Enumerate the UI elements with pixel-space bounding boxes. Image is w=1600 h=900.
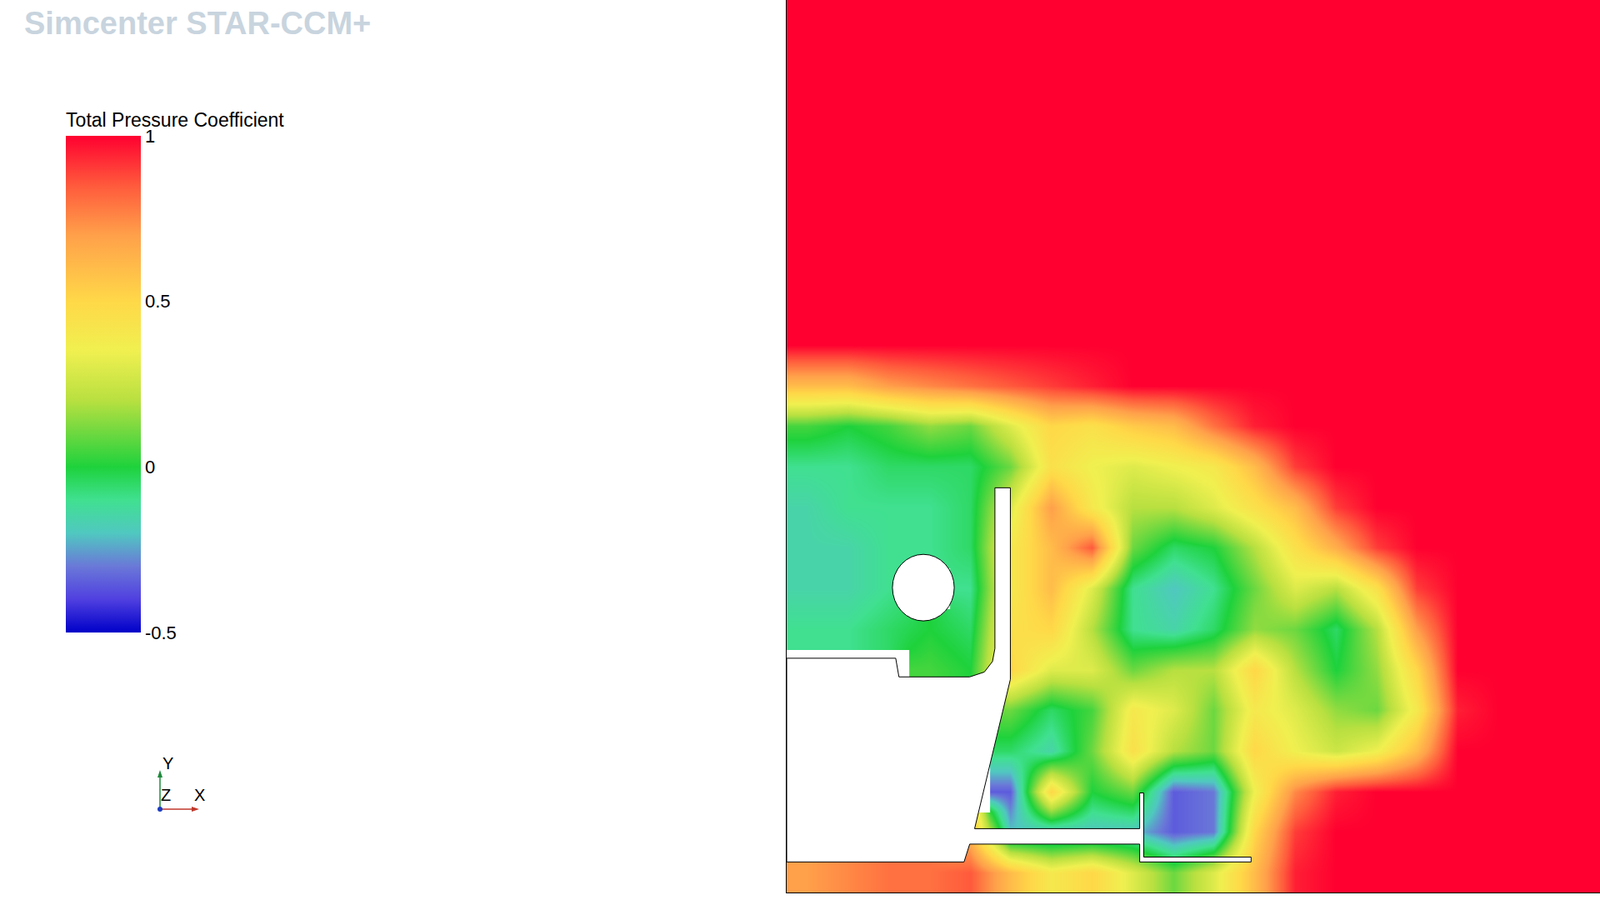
svg-text:Z: Z — [160, 785, 171, 805]
svg-text:Y: Y — [162, 754, 174, 773]
svg-text:Total Pressure Coefficient: Total Pressure Coefficient — [65, 109, 285, 131]
svg-text:X: X — [194, 785, 205, 805]
svg-text:0: 0 — [145, 456, 155, 478]
svg-text:0.5: 0.5 — [145, 290, 171, 312]
svg-text:Simcenter STAR-CCM+: Simcenter STAR-CCM+ — [24, 5, 371, 41]
svg-text:-0.5: -0.5 — [145, 622, 177, 644]
svg-text:1: 1 — [145, 125, 155, 147]
